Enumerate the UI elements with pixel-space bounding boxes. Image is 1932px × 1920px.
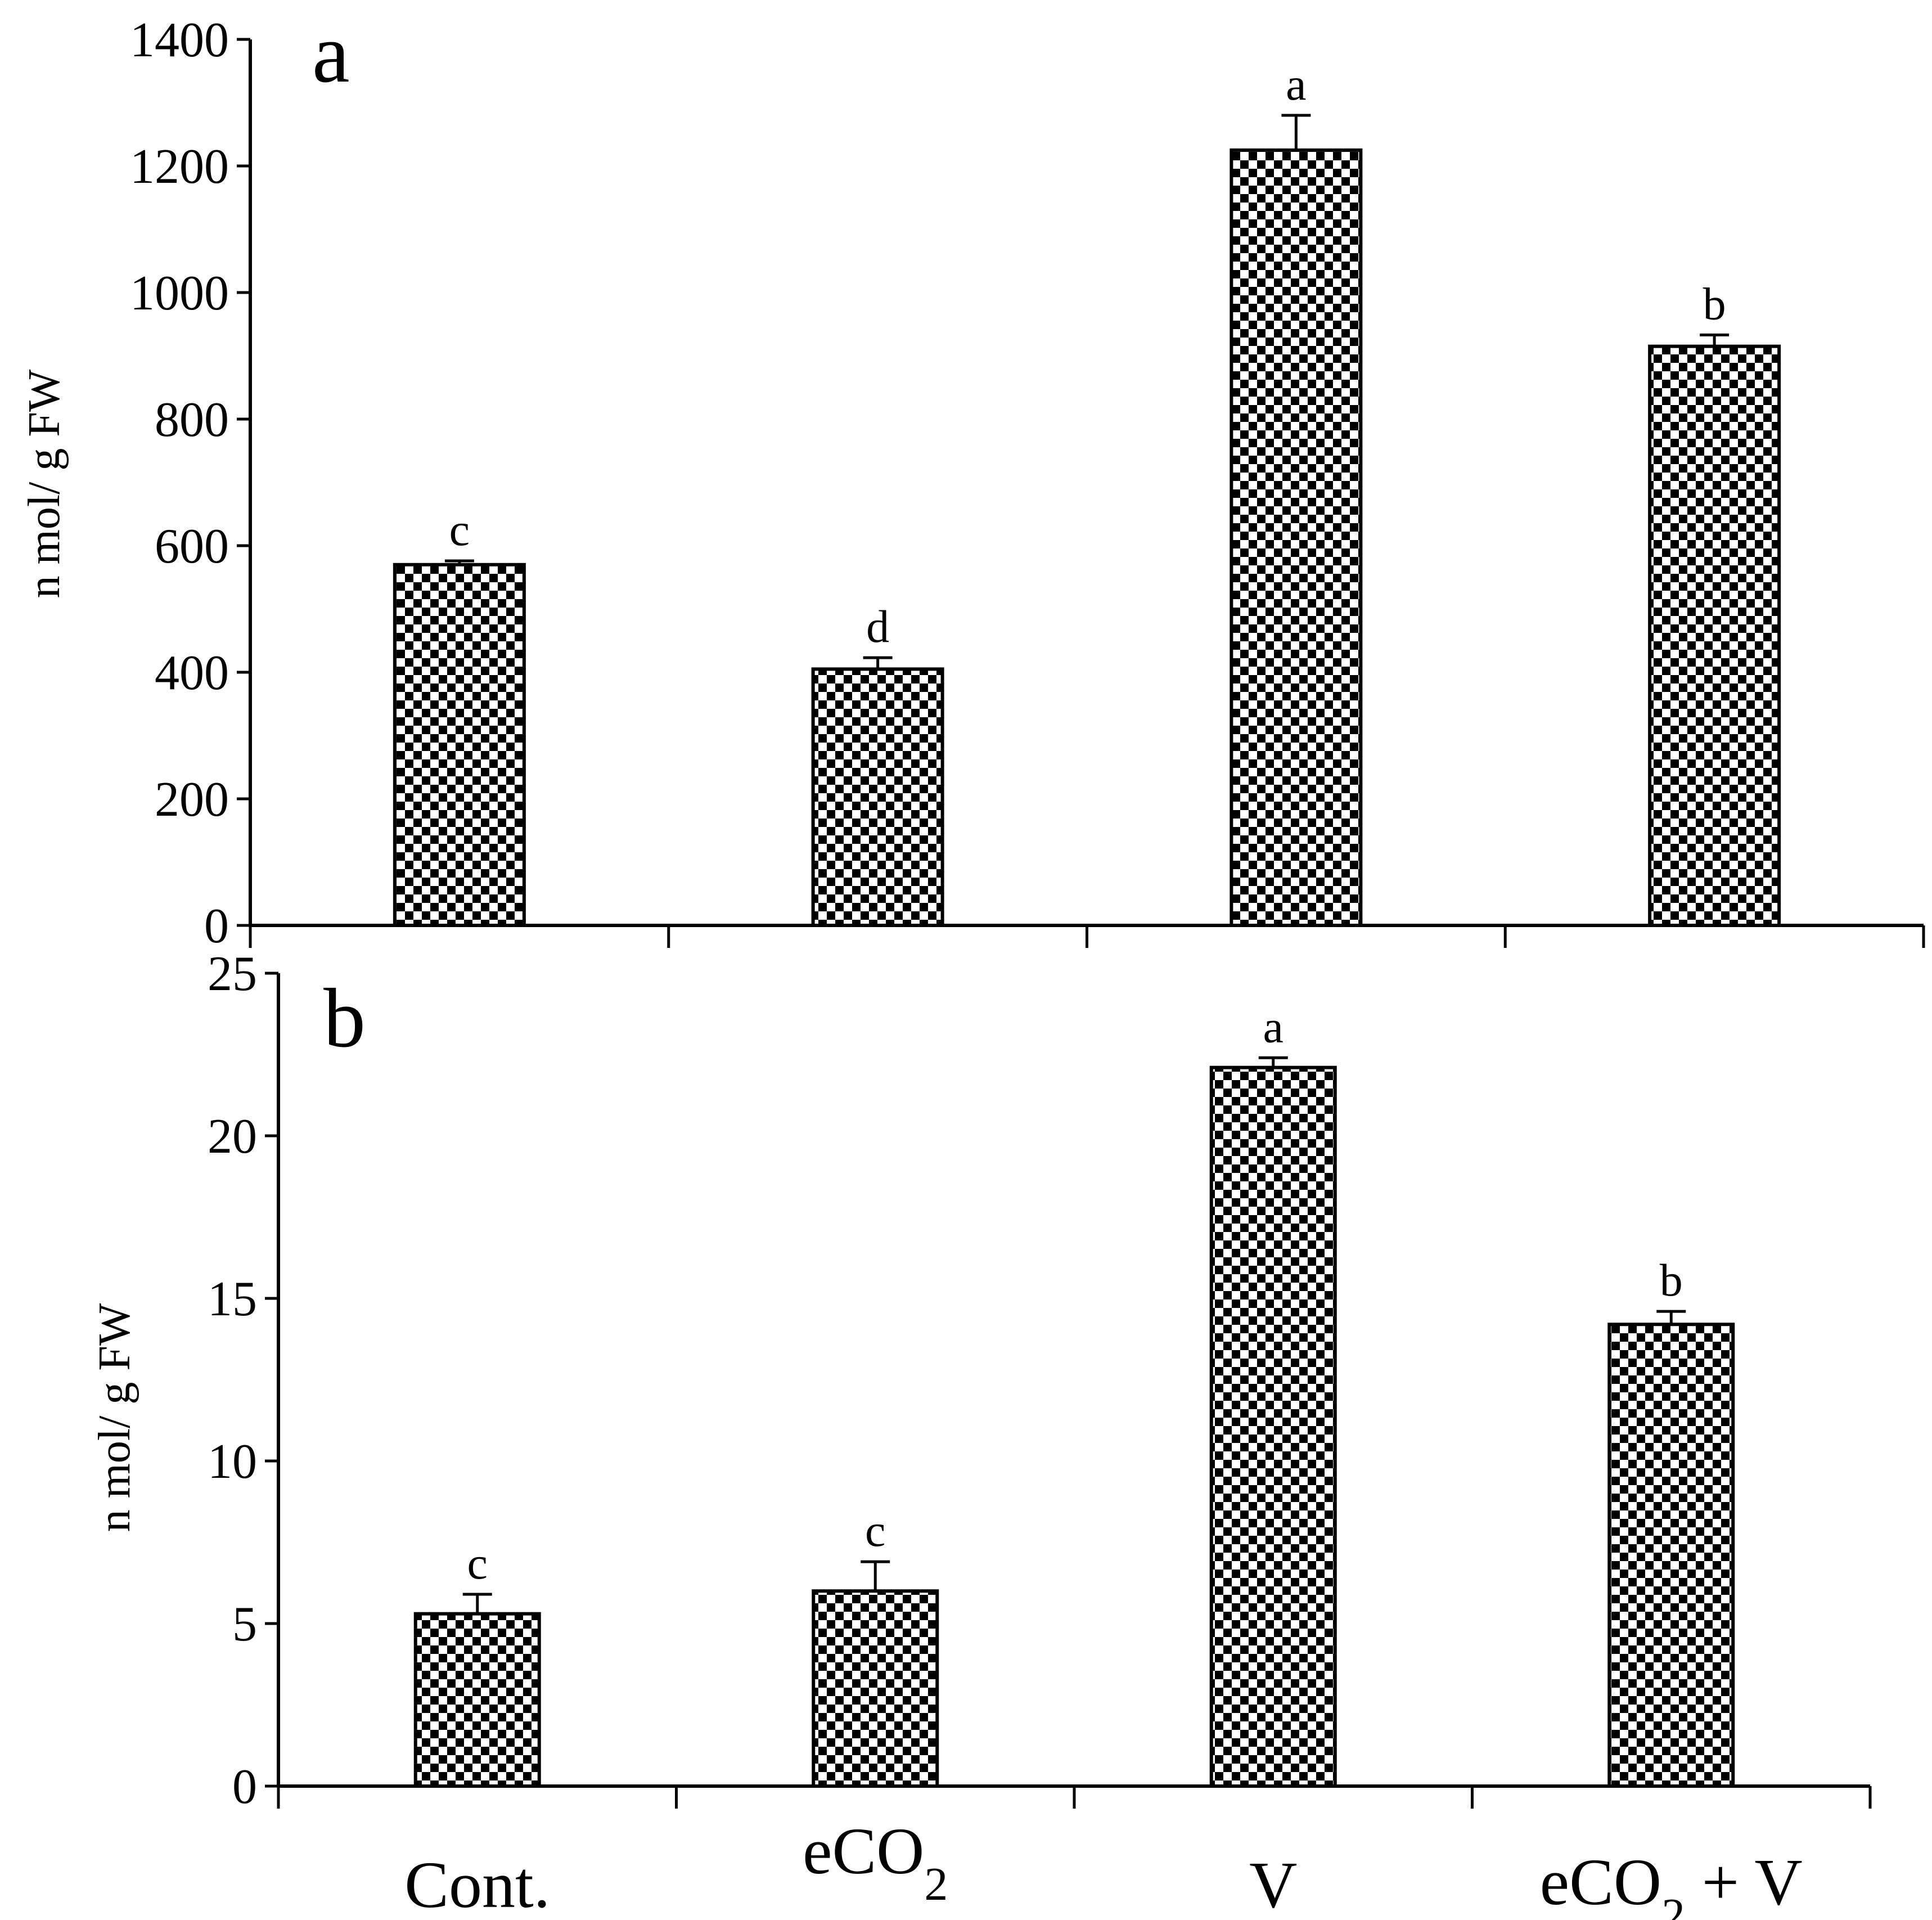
significance-letter: a (1286, 59, 1306, 110)
y-tick-label: 200 (155, 772, 229, 827)
y-tick-label: 400 (155, 646, 229, 700)
panel-b-y-axis-label: n mol/ g FW (90, 1303, 139, 1532)
y-tick-label: 1200 (130, 140, 229, 194)
x-category-label: V (1249, 1848, 1297, 1920)
significance-letter: c (449, 504, 470, 555)
y-tick-label: 0 (232, 1760, 257, 1814)
y-tick-label: 20 (208, 1109, 257, 1164)
x-category-label: eCO2 (803, 1814, 948, 1910)
panel-b-label: b (323, 972, 366, 1065)
y-tick-label: 600 (155, 519, 229, 574)
significance-letter: c (467, 1537, 488, 1589)
significance-letter: b (1703, 278, 1726, 329)
y-tick-label: 1000 (130, 266, 229, 321)
y-tick-label: 1400 (130, 13, 229, 68)
y-tick-label: 0 (204, 899, 229, 954)
y-tick-label: 25 (208, 947, 257, 1001)
bar (393, 563, 526, 927)
bar (812, 1589, 939, 1788)
panel-a-label: a (312, 7, 350, 100)
y-tick-label: 5 (232, 1597, 257, 1652)
significance-letter: d (866, 601, 889, 652)
panel-a-chart: a n mol/ g FW 0 200 400 600 800 1000 1200 1400 c… (20, 7, 1925, 954)
bar (1209, 1065, 1337, 1788)
bar (1648, 344, 1781, 927)
y-tick-label: 10 (208, 1435, 257, 1489)
x-category-label: Cont. (404, 1848, 550, 1920)
bar (811, 667, 944, 927)
panel-a-y-axis-label: n mol/ g FW (20, 369, 69, 598)
panel-b-chart: b n mol/ g FW 0 5 10 15 20 25 c c a b (90, 947, 1872, 1814)
significance-letter: c (865, 1505, 885, 1556)
significance-letter: a (1263, 1001, 1284, 1052)
x-category-label: eCO2 + V (1540, 1845, 1803, 1920)
y-tick-label: 15 (208, 1272, 257, 1327)
y-tick-label: 800 (155, 393, 229, 447)
bar (413, 1612, 541, 1788)
bar (1230, 148, 1363, 927)
bar (1607, 1323, 1735, 1788)
significance-letter: b (1660, 1254, 1683, 1306)
